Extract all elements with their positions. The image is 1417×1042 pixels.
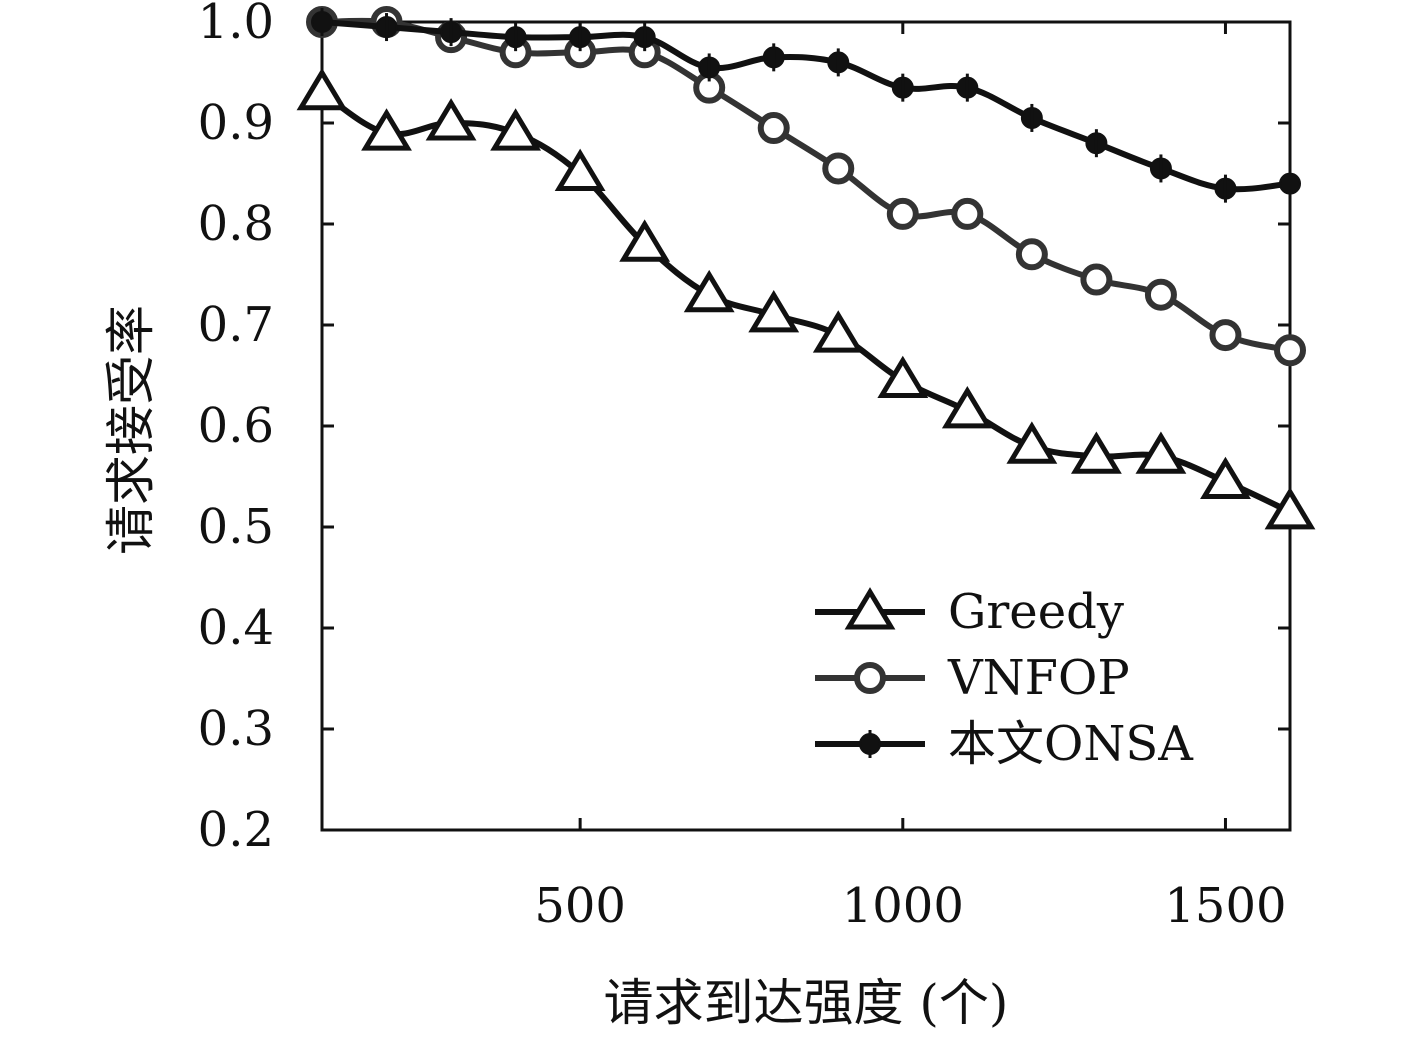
data-point-greedy [941, 385, 993, 429]
y-tick-label: 0.3 [198, 701, 274, 757]
data-point-greedy [812, 310, 864, 353]
legend-label-onsa: 本文ONSA [948, 716, 1194, 772]
data-point-greedy [1200, 456, 1251, 500]
data-point-greedy [1070, 431, 1122, 474]
y-tick-label: 0.9 [198, 95, 274, 151]
y-axis-title: 请求接受率 [102, 305, 160, 555]
data-point-greedy [748, 290, 800, 333]
data-point-greedy [490, 108, 542, 151]
plot-area-border [320, 20, 1292, 832]
data-point-vnfop [886, 197, 919, 230]
series-line-onsa [319, 19, 1293, 193]
x-axis-ticks: 500 1000 1500 [534, 22, 1287, 934]
legend-item-onsa: 本文ONSA [815, 716, 1194, 772]
legend-item-vnfop: VNFOP [815, 650, 1130, 706]
data-point-vnfop [1080, 263, 1113, 296]
x-axis-title: 请求到达强度 (个) [604, 974, 1009, 1032]
data-point-greedy [877, 355, 929, 399]
y-tick-label: 0.5 [198, 499, 274, 555]
y-axis-ticks: 0.2 0.3 0.4 0.5 0.6 0.7 0.8 0.9 1.0 [198, 0, 1290, 858]
y-tick-label: 0.7 [198, 297, 274, 353]
series-onsa [311, 8, 1301, 203]
data-point-vnfop [822, 152, 855, 185]
y-tick-label: 0.2 [198, 802, 274, 858]
data-point-vnfop [1209, 319, 1242, 352]
data-point-greedy [1006, 421, 1058, 464]
data-point-greedy [361, 108, 412, 151]
series-greedy [296, 67, 1316, 530]
x-tick-label: 1500 [1164, 878, 1286, 934]
y-tick-label: 0.4 [198, 600, 274, 656]
data-point-greedy [554, 148, 606, 191]
y-tick-label: 0.8 [198, 196, 274, 252]
legend-label-vnfop: VNFOP [947, 650, 1130, 706]
data-point-greedy [296, 67, 348, 111]
y-tick-label: 0.6 [198, 398, 274, 454]
data-point-greedy [1135, 431, 1187, 474]
data-point-greedy [619, 219, 671, 262]
series-layer [296, 6, 1316, 530]
plot-frame [320, 20, 1292, 832]
x-tick-label: 500 [534, 878, 626, 934]
data-point-vnfop [951, 197, 984, 230]
data-point-vnfop [1274, 334, 1306, 367]
legend-marker-greedy [844, 587, 896, 630]
y-tick-label: 1.0 [198, 0, 274, 50]
data-point-vnfop [757, 112, 790, 145]
data-point-greedy [1264, 486, 1316, 530]
legend: Greedy VNFOP 本文ONSA [815, 584, 1194, 772]
data-point-greedy [683, 269, 735, 313]
series-vnfop [306, 6, 1306, 367]
data-point-vnfop [1144, 278, 1177, 311]
series-line-vnfop [319, 17, 1293, 354]
x-tick-label: 1000 [842, 878, 964, 934]
data-point-vnfop [1015, 238, 1048, 271]
legend-marker-vnfop [854, 662, 886, 694]
series-line-greedy [319, 89, 1293, 515]
legend-label-greedy: Greedy [948, 584, 1124, 640]
data-point-greedy [425, 98, 477, 141]
legend-item-greedy: Greedy [815, 584, 1124, 640]
